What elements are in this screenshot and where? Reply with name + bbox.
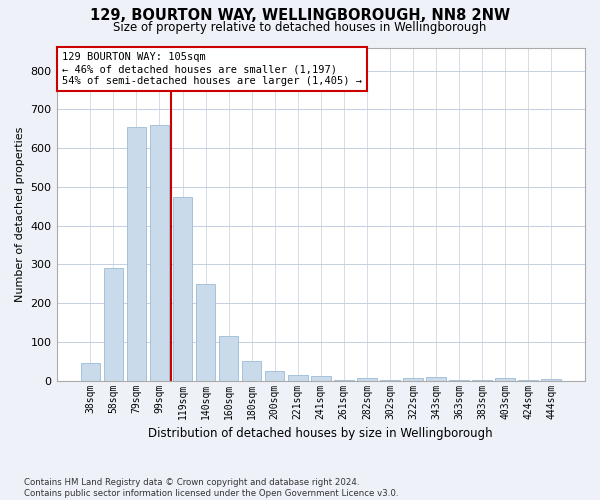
Bar <box>149 125 169 380</box>
Bar <box>403 378 423 380</box>
Bar <box>311 376 331 380</box>
Bar <box>219 336 238 380</box>
Bar <box>265 371 284 380</box>
Bar <box>357 378 377 380</box>
Bar <box>80 363 100 380</box>
Bar <box>196 284 215 380</box>
Y-axis label: Number of detached properties: Number of detached properties <box>15 126 25 302</box>
Bar <box>104 268 123 380</box>
Text: Contains HM Land Registry data © Crown copyright and database right 2024.
Contai: Contains HM Land Registry data © Crown c… <box>24 478 398 498</box>
Bar <box>426 377 446 380</box>
Text: 129, BOURTON WAY, WELLINGBOROUGH, NN8 2NW: 129, BOURTON WAY, WELLINGBOROUGH, NN8 2N… <box>90 8 510 22</box>
Bar <box>496 378 515 380</box>
Bar <box>541 378 561 380</box>
Bar <box>242 362 262 380</box>
Bar <box>127 127 146 380</box>
X-axis label: Distribution of detached houses by size in Wellingborough: Distribution of detached houses by size … <box>148 427 493 440</box>
Bar <box>173 196 193 380</box>
Text: Size of property relative to detached houses in Wellingborough: Size of property relative to detached ho… <box>113 21 487 34</box>
Bar <box>288 375 308 380</box>
Text: 129 BOURTON WAY: 105sqm
← 46% of detached houses are smaller (1,197)
54% of semi: 129 BOURTON WAY: 105sqm ← 46% of detache… <box>62 52 362 86</box>
